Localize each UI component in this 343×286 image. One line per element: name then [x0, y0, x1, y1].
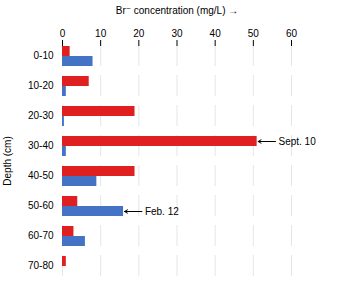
- svg-text:50: 50: [248, 28, 260, 39]
- svg-text:60-70: 60-70: [28, 230, 54, 241]
- svg-text:0-10: 0-10: [33, 50, 53, 61]
- svg-text:10-20: 10-20: [28, 80, 54, 91]
- svg-text:30-40: 30-40: [28, 140, 54, 151]
- svg-text:50-60: 50-60: [28, 200, 54, 211]
- svg-text:60: 60: [286, 28, 298, 39]
- svg-text:40-50: 40-50: [28, 170, 54, 181]
- svg-text:Depth (cm): Depth (cm): [2, 136, 13, 185]
- svg-text:Sept. 10: Sept. 10: [278, 136, 316, 147]
- svg-text:70-80: 70-80: [28, 260, 54, 271]
- svg-text:10: 10: [95, 28, 107, 39]
- svg-text:20: 20: [133, 28, 145, 39]
- svg-text:Feb. 12: Feb. 12: [145, 206, 179, 217]
- svg-text:40: 40: [210, 28, 222, 39]
- svg-text:Br⁻ concentration (mg/L) →: Br⁻ concentration (mg/L) →: [116, 5, 239, 16]
- svg-text:0: 0: [60, 28, 66, 39]
- svg-text:30: 30: [171, 28, 183, 39]
- svg-text:20-30: 20-30: [28, 110, 54, 121]
